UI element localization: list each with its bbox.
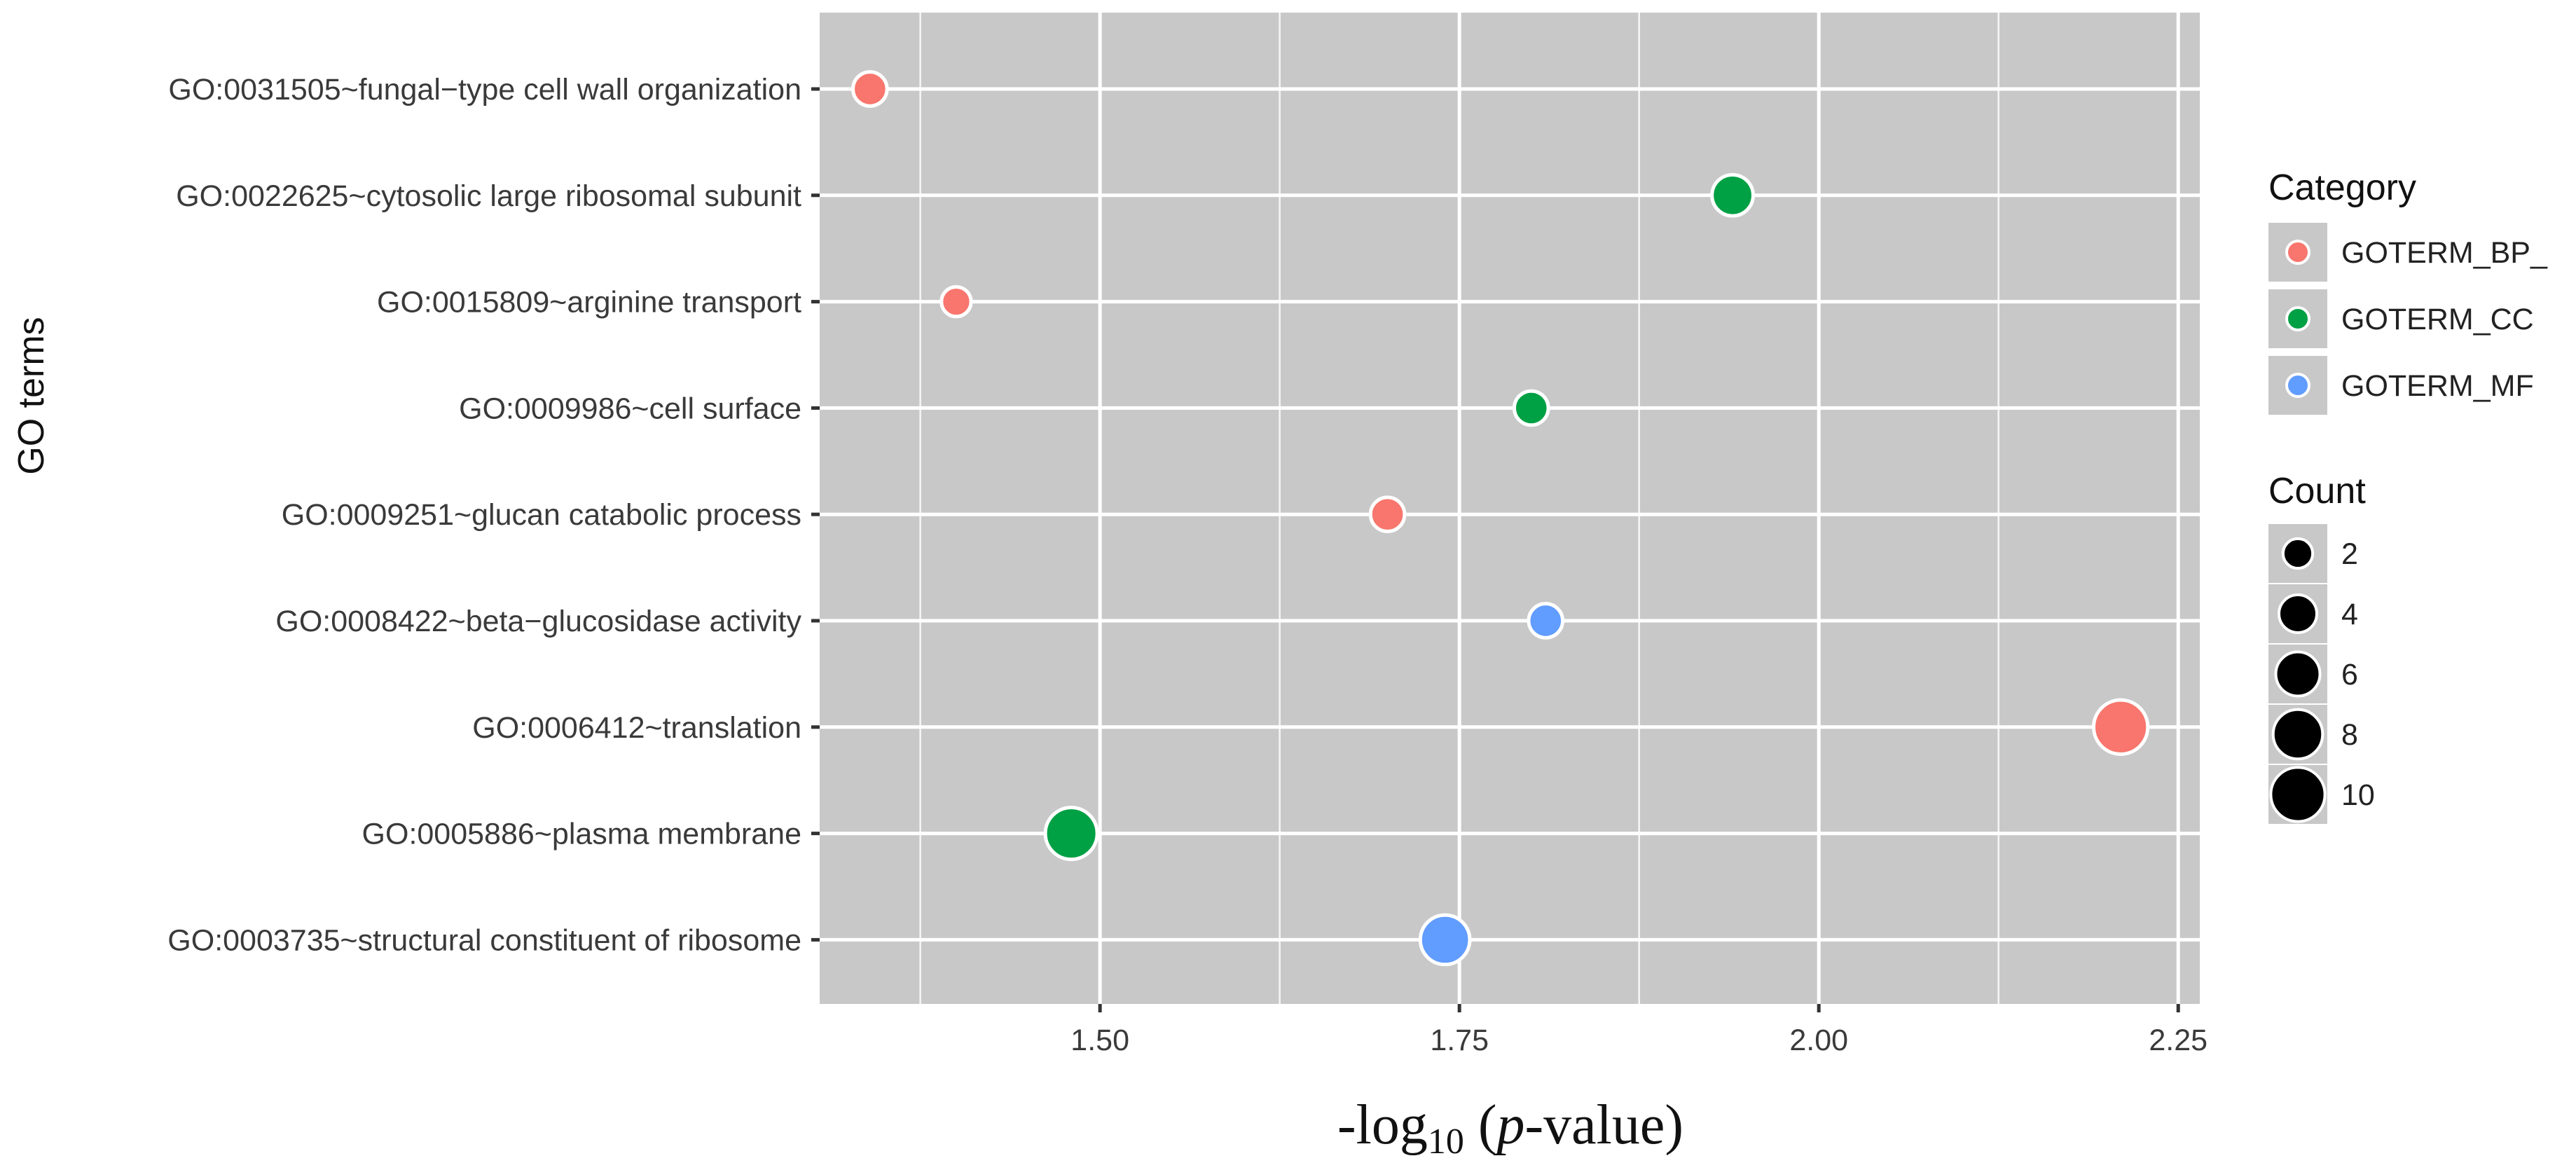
panel-background (820, 13, 2200, 1004)
data-point (1418, 913, 1472, 967)
legend-count-label: 2 (2341, 537, 2358, 571)
y-tick-label: GO:0008422~beta−glucosidase activity (275, 605, 801, 638)
data-point (939, 284, 973, 319)
x-axis: 1.50 1.75 2.00 2.25 (1070, 1004, 2207, 1057)
legend-category-label: GOTERM_BP_ (2341, 236, 2548, 270)
legend-size-dot (2271, 708, 2324, 761)
data-point (1512, 389, 1550, 427)
y-tick-label: GO:0009251~glucan catabolic process (282, 498, 801, 532)
x-tick-label: 1.50 (1070, 1024, 1129, 1057)
y-tick-label: GO:0006412~translation (472, 711, 801, 745)
legend-category-label: GOTERM_MF (2341, 369, 2534, 403)
y-tick-label: GO:0022625~cytosolic large ribosomal sub… (176, 179, 801, 213)
legend-count-label: 8 (2341, 718, 2358, 752)
x-axis-title-italic: p (1493, 1094, 1524, 1156)
legend-size-dot (2281, 537, 2315, 570)
legend-category: Category GOTERM_BP_ GOTERM_CC GOTERM_MF (2268, 167, 2548, 415)
legend-key-dot (2285, 373, 2310, 398)
x-axis-title-prefix: -log (1337, 1094, 1428, 1156)
x-axis-title-subscript: 10 (1428, 1122, 1464, 1162)
legend-key-dot (2285, 306, 2310, 331)
legend-count-label: 4 (2341, 598, 2358, 631)
y-axis: GO:0031505~fungal−type cell wall organiz… (167, 73, 820, 957)
legend-count-title: Count (2268, 471, 2366, 511)
data-point (1527, 602, 1565, 640)
data-point (1368, 495, 1407, 534)
y-axis-title: GO terms (11, 317, 52, 474)
legend-category-label: GOTERM_CC (2341, 303, 2534, 336)
y-tick-label: GO:0031505~fungal−type cell wall organiz… (168, 73, 801, 106)
legend-size-dot (2269, 766, 2327, 823)
legend-size-dot (2278, 593, 2318, 634)
legend-category-title: Category (2268, 167, 2416, 208)
x-axis-title-suffix: -value) (1524, 1094, 1683, 1156)
x-tick-label: 2.00 (1789, 1024, 1848, 1057)
legend-size-dot (2274, 650, 2322, 698)
y-tick-label: GO:0009986~cell surface (459, 392, 801, 425)
x-axis-title-middle: ( (1464, 1094, 1497, 1156)
data-point (2092, 698, 2150, 756)
y-tick-label: GO:0005886~plasma membrane (362, 818, 801, 851)
grid-layer (820, 13, 2200, 1004)
x-axis-title: -log10 (p-value) (1337, 1094, 1683, 1162)
legend-count-label: 10 (2341, 778, 2375, 812)
data-point (1043, 806, 1099, 862)
x-tick-label: 2.25 (2149, 1024, 2207, 1057)
x-tick-label: 1.75 (1430, 1024, 1489, 1057)
point-layer (851, 70, 2150, 967)
data-point (851, 70, 889, 108)
y-tick-label: GO:0015809~arginine transport (377, 286, 801, 319)
legend-count-label: 6 (2341, 658, 2358, 691)
legend-count: Count 2 4 6 8 10 (2268, 471, 2375, 824)
y-tick-label: GO:0003735~structural constituent of rib… (167, 923, 801, 957)
data-point (1710, 172, 1755, 218)
legend-key-dot (2285, 240, 2310, 265)
